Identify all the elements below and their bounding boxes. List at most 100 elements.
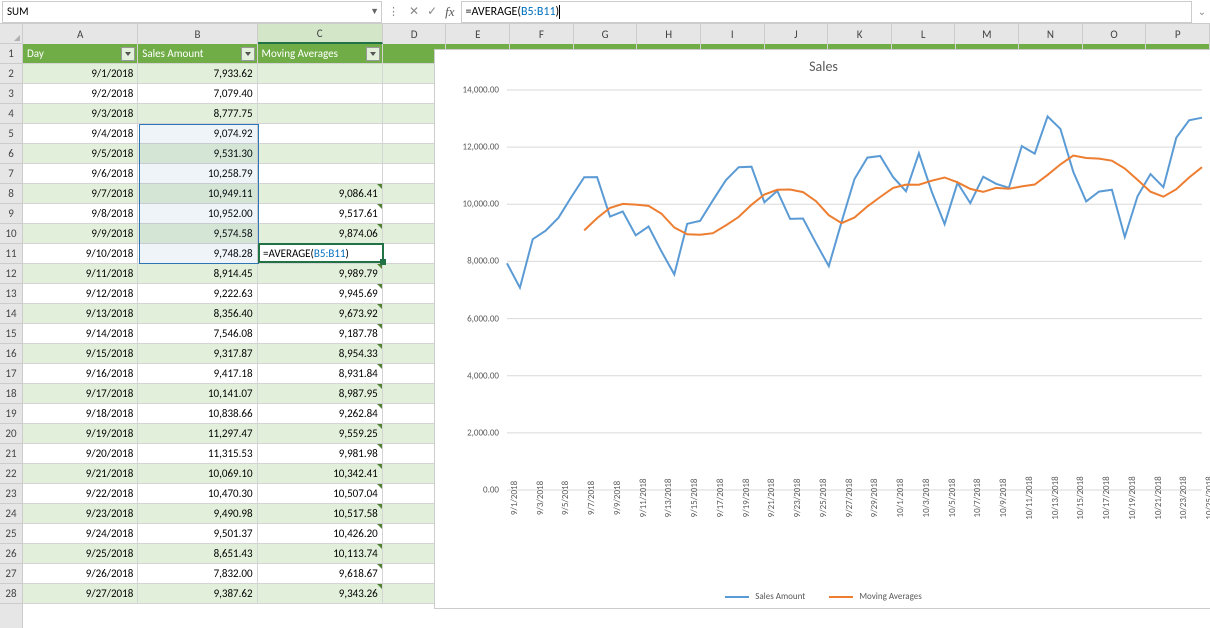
cell-day[interactable]: 9/24/2018 — [23, 524, 138, 544]
name-box-dropdown-icon[interactable]: ▼ — [370, 6, 379, 17]
row-header-25[interactable]: 25 — [0, 524, 22, 544]
row-header-11[interactable]: 11 — [0, 244, 22, 264]
row-header-19[interactable]: 19 — [0, 404, 22, 424]
cell-day[interactable]: 9/21/2018 — [23, 464, 138, 484]
cell-day[interactable]: 9/1/2018 — [23, 64, 138, 84]
cell-day[interactable]: 9/16/2018 — [23, 364, 138, 384]
col-header-E[interactable]: E — [446, 24, 510, 44]
cell-day[interactable]: 9/11/2018 — [23, 264, 138, 284]
row-header-18[interactable]: 18 — [0, 384, 22, 404]
cell-sales[interactable]: 9,490.98 — [138, 504, 257, 524]
col-header-D[interactable]: D — [383, 24, 447, 44]
cell-day[interactable]: 9/17/2018 — [23, 384, 138, 404]
table-header[interactable]: Sales Amount — [138, 44, 257, 64]
cell-day[interactable]: 9/26/2018 — [23, 564, 138, 584]
cell-sales[interactable]: 11,315.53 — [138, 444, 257, 464]
cell-day[interactable]: 9/13/2018 — [23, 304, 138, 324]
menu-dots-icon[interactable]: ⋮ — [384, 5, 403, 18]
row-header-6[interactable]: 6 — [0, 144, 22, 164]
cell-sales[interactable]: 7,933.62 — [138, 64, 257, 84]
col-header-P[interactable]: P — [1146, 24, 1210, 44]
row-header-28[interactable]: 28 — [0, 584, 22, 604]
col-header-J[interactable]: J — [765, 24, 829, 44]
cell-ma[interactable]: 9,187.78 — [258, 324, 383, 344]
col-header-K[interactable]: K — [828, 24, 892, 44]
cell-ma[interactable] — [258, 244, 383, 264]
cell-day[interactable]: 9/22/2018 — [23, 484, 138, 504]
cell-ma[interactable]: 9,086.41 — [258, 184, 383, 204]
cell-sales[interactable]: 10,069.10 — [138, 464, 257, 484]
row-header-15[interactable]: 15 — [0, 324, 22, 344]
cell-day[interactable]: 9/14/2018 — [23, 324, 138, 344]
cell-ma[interactable] — [258, 164, 383, 184]
col-header-B[interactable]: B — [138, 24, 257, 44]
cell-day[interactable]: 9/4/2018 — [23, 124, 138, 144]
cell-sales[interactable]: 9,417.18 — [138, 364, 257, 384]
cell-day[interactable]: 9/15/2018 — [23, 344, 138, 364]
cell-ma[interactable]: 9,989.79 — [258, 264, 383, 284]
cell-day[interactable]: 9/27/2018 — [23, 584, 138, 604]
cell-ma[interactable]: 10,507.04 — [258, 484, 383, 504]
cell-day[interactable]: 9/23/2018 — [23, 504, 138, 524]
cell-sales[interactable]: 10,470.30 — [138, 484, 257, 504]
row-header-10[interactable]: 10 — [0, 224, 22, 244]
row-header-8[interactable]: 8 — [0, 184, 22, 204]
row-header-12[interactable]: 12 — [0, 264, 22, 284]
cell-sales[interactable]: 10,141.07 — [138, 384, 257, 404]
name-box[interactable]: ▼ — [2, 1, 382, 23]
filter-icon[interactable] — [241, 47, 255, 61]
col-header-M[interactable]: M — [955, 24, 1019, 44]
row-header-22[interactable]: 22 — [0, 464, 22, 484]
cell-sales[interactable]: 7,546.08 — [138, 324, 257, 344]
col-header-L[interactable]: L — [892, 24, 956, 44]
row-header-17[interactable]: 17 — [0, 364, 22, 384]
cell-sales[interactable]: 9,748.28 — [138, 244, 257, 264]
cell-ma[interactable]: 9,673.92 — [258, 304, 383, 324]
cell-sales[interactable]: 11,297.47 — [138, 424, 257, 444]
col-header-G[interactable]: G — [574, 24, 638, 44]
cell-sales[interactable]: 7,079.40 — [138, 84, 257, 104]
row-header-27[interactable]: 27 — [0, 564, 22, 584]
col-header-F[interactable]: F — [510, 24, 574, 44]
filter-icon[interactable] — [121, 47, 135, 61]
row-header-2[interactable]: 2 — [0, 64, 22, 84]
row-header-5[interactable]: 5 — [0, 124, 22, 144]
cell-sales[interactable]: 9,074.92 — [138, 124, 257, 144]
row-header-3[interactable]: 3 — [0, 84, 22, 104]
table-header[interactable]: Moving Averages — [258, 44, 383, 64]
cell-sales[interactable]: 9,387.62 — [138, 584, 257, 604]
col-header-C[interactable]: C — [258, 24, 383, 44]
cell-day[interactable]: 9/8/2018 — [23, 204, 138, 224]
cell-sales[interactable]: 8,914.45 — [138, 264, 257, 284]
row-header-26[interactable]: 26 — [0, 544, 22, 564]
cell-sales[interactable]: 10,258.79 — [138, 164, 257, 184]
cell-sales[interactable]: 8,356.40 — [138, 304, 257, 324]
row-header-14[interactable]: 14 — [0, 304, 22, 324]
cell-ma[interactable]: 9,945.69 — [258, 284, 383, 304]
cell-day[interactable]: 9/3/2018 — [23, 104, 138, 124]
row-header-24[interactable]: 24 — [0, 504, 22, 524]
cell-sales[interactable]: 10,949.11 — [138, 184, 257, 204]
filter-icon[interactable] — [366, 47, 380, 61]
cell-ma[interactable]: 8,987.95 — [258, 384, 383, 404]
table-header[interactable]: Day — [23, 44, 138, 64]
cell-day[interactable]: 9/7/2018 — [23, 184, 138, 204]
cell-day[interactable]: 9/6/2018 — [23, 164, 138, 184]
row-header-21[interactable]: 21 — [0, 444, 22, 464]
row-header-1[interactable]: 1 — [0, 44, 22, 64]
cell-day[interactable]: 9/12/2018 — [23, 284, 138, 304]
enter-icon[interactable]: ✓ — [427, 4, 437, 19]
cell-sales[interactable]: 9,531.30 — [138, 144, 257, 164]
cell-ma[interactable]: 10,113.74 — [258, 544, 383, 564]
cell-ma[interactable]: 8,954.33 — [258, 344, 383, 364]
chart[interactable]: Sales 0.002,000.004,000.006,000.008,000.… — [434, 49, 1210, 609]
cell-day[interactable]: 9/5/2018 — [23, 144, 138, 164]
col-header-A[interactable]: A — [23, 24, 138, 44]
row-header-13[interactable]: 13 — [0, 284, 22, 304]
cell-ma[interactable] — [258, 104, 383, 124]
cell-ma[interactable]: 9,559.25 — [258, 424, 383, 444]
cell-ma[interactable] — [258, 144, 383, 164]
cell-sales[interactable]: 9,222.63 — [138, 284, 257, 304]
col-header-O[interactable]: O — [1083, 24, 1147, 44]
cell-day[interactable]: 9/20/2018 — [23, 444, 138, 464]
